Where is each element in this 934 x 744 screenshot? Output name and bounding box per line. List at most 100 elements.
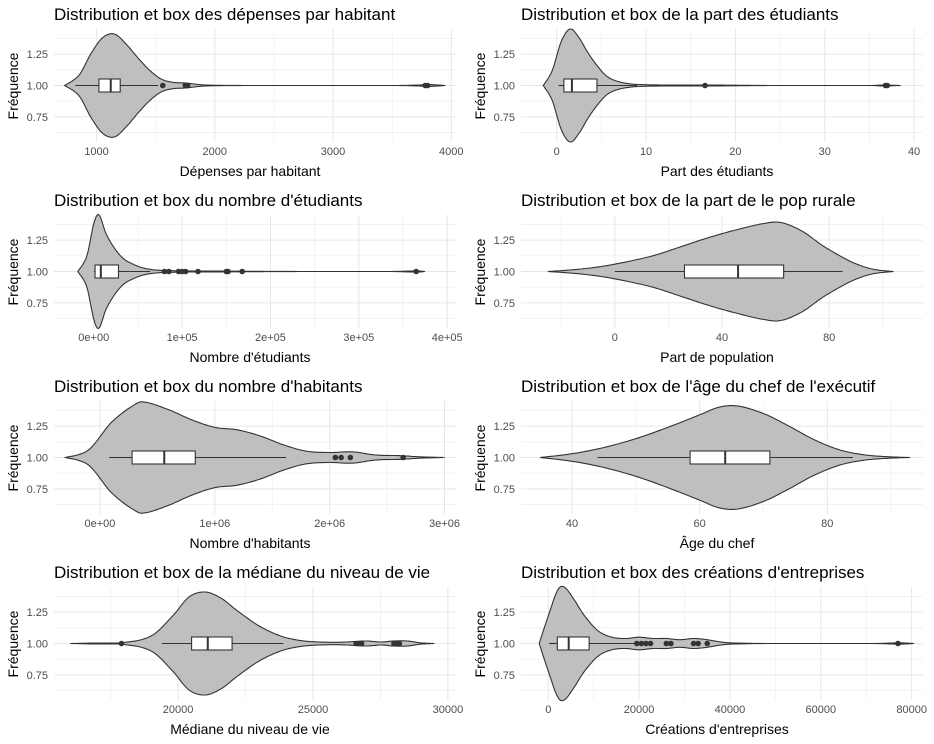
y-tick-label: 1.00	[494, 81, 515, 93]
y-tick-label: 1.25	[27, 235, 48, 247]
plot-area: 0.75 1.00 1.25 40 60 80	[494, 401, 923, 530]
outlier-point	[332, 454, 339, 461]
violin-chart-age-chef: 0.75 1.00 1.25 40 60 80 Distribution et box de…	[472, 377, 923, 551]
x-tick-label: 1000	[84, 146, 108, 158]
x-axis-label: Part des étudiants	[661, 163, 774, 179]
violin-shape	[542, 28, 901, 143]
y-tick-label: 0.75	[27, 112, 48, 124]
x-tick-label: 3e+06	[429, 518, 460, 530]
chart-title: Distribution et box de la part de le pop…	[521, 191, 856, 210]
outlier-point	[668, 640, 674, 647]
y-tick-label: 1.00	[494, 639, 515, 651]
y-tick-label: 1.25	[494, 607, 515, 619]
x-tick-label: 20000	[163, 704, 194, 716]
box-iqr	[98, 78, 121, 93]
outlier-point	[400, 454, 406, 461]
violin-shape	[77, 214, 426, 329]
violin-chart-niveau-vie: 0.75 1.00 1.25 20000 25000 30000 Distribution …	[5, 563, 464, 737]
outlier-point	[638, 640, 645, 647]
outlier-point	[690, 640, 697, 647]
chart-title: Distribution et box du nombre d'habitant…	[54, 377, 362, 396]
x-tick-label: 10	[640, 146, 652, 158]
plot-area: 0.75 1.00 1.25 20000 25000 30000	[27, 587, 464, 716]
x-tick-label: 1e+06	[199, 518, 230, 530]
chart-title: Distribution et box de la médiane du niv…	[54, 563, 430, 582]
outlier-point	[182, 268, 189, 275]
y-tick-label: 1.00	[27, 453, 48, 465]
plot-area: 0.75 1.00 1.25 0e+00 1e+05 2e+05 3e+05 4e+05	[27, 214, 463, 344]
x-tick-label: 0	[545, 704, 551, 716]
x-tick-label: 0e+00	[84, 518, 115, 530]
x-tick-label: 2e+06	[314, 518, 345, 530]
x-tick-label: 80	[823, 332, 835, 344]
outlier-point	[195, 268, 201, 275]
x-axis-label: Créations d'entreprises	[645, 721, 789, 737]
outlier-point	[358, 640, 365, 647]
chart-title: Distribution et box de l'âge du chef de …	[521, 377, 876, 396]
x-tick-label: 4e+05	[432, 332, 463, 344]
x-tick-label: 1e+05	[167, 332, 198, 344]
x-tick-label: 0	[612, 332, 618, 344]
panel-part-pop-rurale: 0.75 1.00 1.25 0 40 80 Distribution et box de …	[467, 186, 934, 372]
y-axis-label: Fréquence	[472, 238, 488, 305]
x-axis-label: Nombre d'étudiants	[190, 349, 311, 365]
box-iqr	[683, 264, 785, 279]
plot-area: 0.75 1.00 1.25 0 40 80	[494, 215, 923, 344]
outlier-point	[663, 640, 670, 647]
x-tick-label: 60	[694, 518, 706, 530]
x-tick-label: 40	[908, 146, 920, 158]
x-axis-label: Nombre d'habitants	[190, 535, 311, 551]
x-tick-label: 30000	[433, 704, 464, 716]
violin-shape	[538, 585, 914, 702]
x-tick-label: 30	[819, 146, 831, 158]
outlier-point	[166, 268, 172, 275]
plot-area: 0.75 1.00 1.25 0e+00 1e+06 2e+06 3e+06	[27, 401, 460, 530]
panel-nombre-habitants: 0.75 1.00 1.25 0e+00 1e+06 2e+06 3e+06 Distribu…	[0, 372, 467, 558]
outlier-point	[159, 82, 166, 89]
x-tick-label: 20	[729, 146, 741, 158]
outlier-point	[161, 268, 168, 275]
x-axis-label: Dépenses par habitant	[180, 163, 321, 179]
outlier-point	[184, 82, 191, 89]
y-tick-label: 0.75	[27, 670, 48, 682]
x-tick-label: 4000	[439, 146, 463, 158]
plot-area: 0.75 1.00 1.25 0 20000 40000 60000 80000	[494, 585, 927, 716]
x-tick-label: 80000	[896, 704, 927, 716]
violin-chart-depenses: 0.75 1.00 1.25 1000 2000 3000 4000 Distribution…	[5, 5, 464, 179]
x-tick-label: 40	[566, 518, 578, 530]
x-tick-label: 3000	[321, 146, 345, 158]
box-iqr	[689, 450, 771, 465]
chart-title: Distribution et box du nombre d'étudiant…	[54, 191, 362, 210]
x-tick-label: 3e+05	[343, 332, 374, 344]
chart-title: Distribution et box des dépenses par hab…	[54, 5, 395, 24]
outlier-point	[702, 82, 708, 89]
violin-chart-nombre-habitants: 0.75 1.00 1.25 0e+00 1e+06 2e+06 3e+06 Distribu…	[5, 377, 460, 551]
y-tick-label: 1.25	[27, 49, 48, 61]
y-tick-label: 1.00	[27, 81, 48, 93]
box-iqr	[94, 264, 120, 279]
x-tick-label: 40000	[715, 704, 746, 716]
x-tick-label: 40	[716, 332, 728, 344]
x-tick-label: 0	[554, 146, 560, 158]
violin-chart-part-etudiants: 0.75 1.00 1.25 0 10 20 30 40 Distribution et box…	[472, 5, 923, 179]
plot-area: 0.75 1.00 1.25 0 10 20 30 40	[494, 28, 923, 158]
outlier-point	[413, 268, 420, 275]
y-tick-label: 1.00	[27, 267, 48, 279]
x-tick-label: 2000	[203, 146, 227, 158]
violin-chart-pop-rurale: 0.75 1.00 1.25 0 40 80 Distribution et box de …	[472, 191, 923, 365]
outlier-point	[118, 640, 125, 647]
x-tick-label: 25000	[298, 704, 329, 716]
y-tick-label: 0.75	[27, 484, 48, 496]
y-tick-label: 0.75	[494, 112, 515, 124]
panel-creations-entreprises: 0.75 1.00 1.25 0 20000 40000 60000 80000 Distrib…	[467, 558, 934, 744]
outlier-point	[424, 82, 431, 89]
outlier-point	[895, 640, 901, 647]
y-axis-label: Fréquence	[5, 424, 21, 491]
x-tick-label: 60000	[805, 704, 836, 716]
outlier-point	[695, 640, 701, 647]
x-tick-label: 20000	[624, 704, 655, 716]
y-tick-label: 1.25	[27, 607, 48, 619]
box-iqr	[556, 636, 590, 651]
y-axis-label: Fréquence	[472, 610, 488, 677]
